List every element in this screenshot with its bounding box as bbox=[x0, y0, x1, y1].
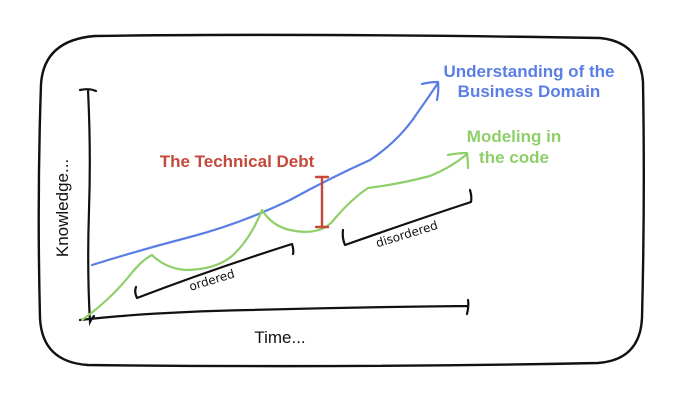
y-axis-line bbox=[78, 88, 98, 327]
y-axis-label: Knowledge... bbox=[53, 159, 72, 257]
understanding-arrowhead bbox=[420, 80, 440, 102]
technical-debt-label: The Technical Debt bbox=[160, 152, 315, 171]
x-axis-label: Time... bbox=[254, 328, 305, 347]
modeling-label-line2: the code bbox=[479, 148, 549, 167]
frame-border bbox=[37, 33, 645, 368]
understanding-curve bbox=[90, 81, 440, 267]
x-axis-line bbox=[78, 298, 470, 322]
modeling-arrowhead bbox=[446, 151, 470, 170]
disordered-bracket bbox=[341, 188, 473, 247]
understanding-label-line2: Business Domain bbox=[458, 82, 601, 101]
ordered-bracket bbox=[134, 242, 295, 300]
modeling-curve bbox=[80, 153, 468, 322]
technical-debt-bar bbox=[314, 175, 330, 229]
understanding-label-line1: Understanding of the bbox=[444, 62, 615, 81]
modeling-label-line1: Modeling in bbox=[467, 127, 561, 146]
